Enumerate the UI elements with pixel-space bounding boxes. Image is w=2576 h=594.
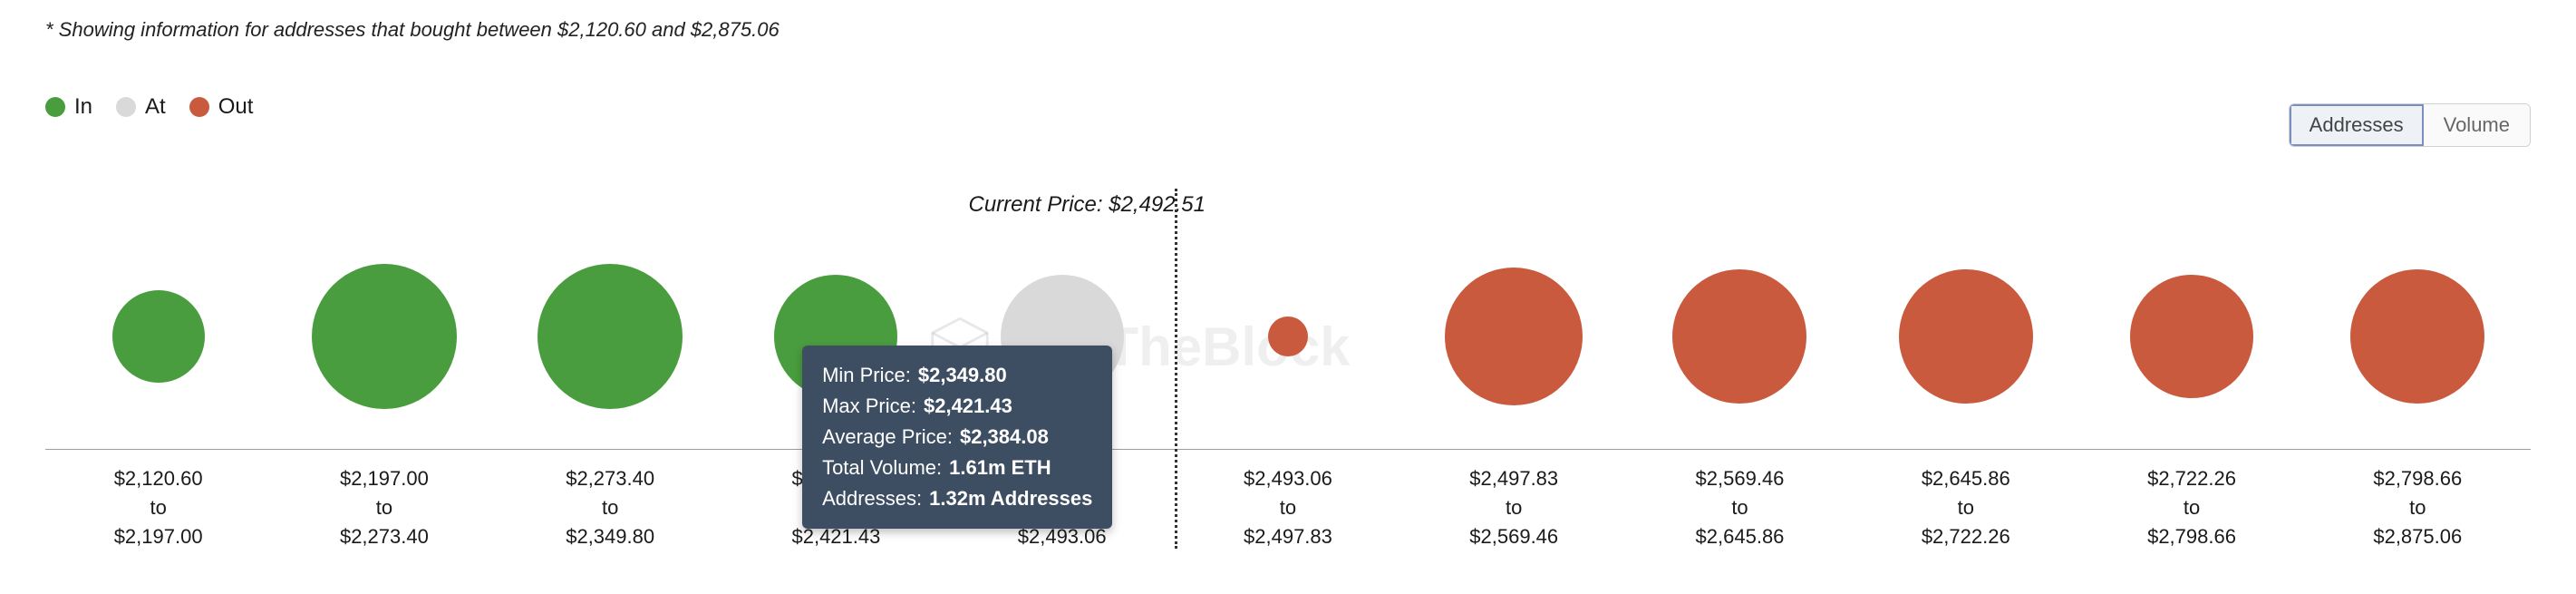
legend-label: At xyxy=(145,94,166,120)
bubble-cell[interactable] xyxy=(1401,223,1627,449)
current-price-value: $2,492.51 xyxy=(1109,192,1206,217)
chart-area: IntoTheBlock Min Price:$2,349.80Max Pric… xyxy=(45,223,2531,450)
axis-label: $2,497.83to$2,569.46 xyxy=(1401,464,1627,551)
tooltip-label: Min Price: xyxy=(822,360,911,391)
bubble-out xyxy=(1899,269,2033,404)
range-note: * Showing information for addresses that… xyxy=(45,18,2531,42)
current-price-divider xyxy=(1175,189,1177,549)
tooltip-label: Addresses: xyxy=(822,483,922,514)
header-row: In At Out AddressesVolume xyxy=(45,67,2531,147)
legend-swatch xyxy=(189,97,209,117)
bubble-in xyxy=(312,264,457,409)
chart-container: * Showing information for addresses that… xyxy=(0,0,2576,594)
view-toggle-addresses[interactable]: Addresses xyxy=(2290,104,2424,146)
view-toggle-volume[interactable]: Volume xyxy=(2424,104,2530,146)
legend-label: In xyxy=(74,94,92,120)
current-price-label: Current Price: xyxy=(969,192,1103,217)
tooltip-value: $2,384.08 xyxy=(960,422,1049,453)
bubble-out xyxy=(1672,269,1806,404)
tooltip-label: Total Volume: xyxy=(822,453,942,483)
bubble-cell[interactable] xyxy=(1175,223,1400,449)
legend-swatch xyxy=(116,97,136,117)
legend-item-at[interactable]: At xyxy=(116,94,166,120)
bubble-in xyxy=(537,264,683,409)
bubble-out xyxy=(2350,269,2484,404)
bubble-cell[interactable] xyxy=(2078,223,2304,449)
axis-label: $2,493.06to$2,497.83 xyxy=(1175,464,1400,551)
axis-label: $2,798.66to$2,875.06 xyxy=(2305,464,2531,551)
legend-swatch xyxy=(45,97,65,117)
legend-item-out[interactable]: Out xyxy=(189,94,254,120)
bubble-cell[interactable] xyxy=(2305,223,2531,449)
tooltip-label: Max Price: xyxy=(822,391,916,422)
bubble-cell[interactable] xyxy=(498,223,723,449)
x-axis-labels: $2,120.60to$2,197.00$2,197.00to$2,273.40… xyxy=(45,464,2531,551)
bubble-out xyxy=(1445,268,1583,405)
legend-label: Out xyxy=(218,94,254,120)
bubble-in xyxy=(112,290,205,383)
axis-label: $2,722.26to$2,798.66 xyxy=(2078,464,2304,551)
legend-item-in[interactable]: In xyxy=(45,94,92,120)
tooltip-value: $2,349.80 xyxy=(918,360,1007,391)
axis-label: $2,273.40to$2,349.80 xyxy=(498,464,723,551)
bubble-cell[interactable] xyxy=(1853,223,2078,449)
legend: In At Out xyxy=(45,94,253,120)
axis-label: $2,120.60to$2,197.00 xyxy=(45,464,271,551)
view-toggle: AddressesVolume xyxy=(2289,103,2531,147)
tooltip-value: 1.61m ETH xyxy=(949,453,1051,483)
tooltip: Min Price:$2,349.80Max Price: $2,421.43Av… xyxy=(802,346,1112,529)
axis-label: $2,569.46to$2,645.86 xyxy=(1627,464,1853,551)
axis-label: $2,197.00to$2,273.40 xyxy=(271,464,497,551)
tooltip-value: 1.32m Addresses xyxy=(929,483,1092,514)
bubble-out xyxy=(1268,316,1308,356)
bubble-cell[interactable] xyxy=(271,223,497,449)
bubble-cell[interactable] xyxy=(45,223,271,449)
current-price: Current Price: $2,492.51 xyxy=(45,192,1206,218)
bubble-out xyxy=(2130,275,2253,398)
bubble-cell[interactable] xyxy=(1627,223,1853,449)
bubbles-row xyxy=(45,223,2531,449)
axis-label: $2,645.86to$2,722.26 xyxy=(1853,464,2078,551)
tooltip-value: $2,421.43 xyxy=(924,391,1012,422)
tooltip-label: Average Price: xyxy=(822,422,953,453)
